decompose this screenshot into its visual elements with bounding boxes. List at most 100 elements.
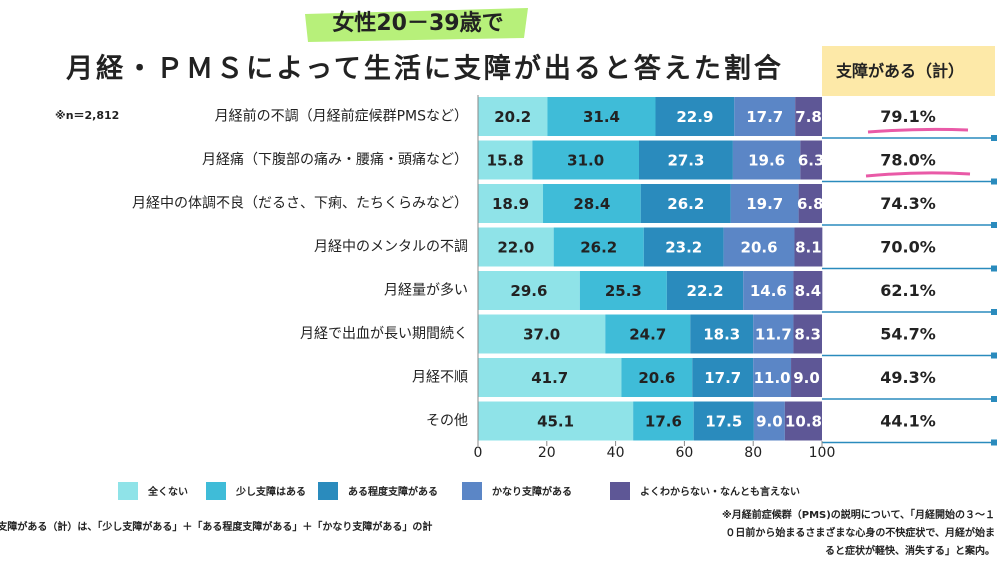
legend-label: ある程度支障がある xyxy=(348,485,438,498)
value-label: 6.3 xyxy=(798,152,825,170)
sample-note: ※n＝2,812 xyxy=(55,109,119,122)
bar-segment xyxy=(784,401,822,441)
row-separator-marker xyxy=(991,309,997,315)
bar-segment xyxy=(732,140,801,180)
value-label: 41.7 xyxy=(531,369,568,387)
value-label: 25.3 xyxy=(605,282,642,300)
total-label: 54.7% xyxy=(880,325,936,344)
bar-segment xyxy=(753,358,792,397)
legend-swatch xyxy=(462,482,482,500)
bar-segment xyxy=(547,97,656,136)
bar-segment xyxy=(734,97,796,136)
legend-label: よくわからない・なんとも言えない xyxy=(640,485,800,498)
highlight-underline xyxy=(867,127,969,134)
footnote-right: ると症状が軽快、消失する」と案内。 xyxy=(825,544,995,557)
bar-segment xyxy=(690,314,754,354)
value-label: 29.6 xyxy=(510,282,547,300)
value-label: 31.4 xyxy=(583,108,620,126)
bar-segment xyxy=(478,358,622,397)
value-label: 18.9 xyxy=(492,195,529,213)
value-label: 31.0 xyxy=(567,152,604,170)
highlight-underline xyxy=(865,171,971,178)
bar-segment xyxy=(800,140,822,180)
value-label: 19.7 xyxy=(746,195,783,213)
totals-header: 支障がある（計） xyxy=(835,62,964,81)
title-highlight xyxy=(305,8,528,42)
value-label: 28.4 xyxy=(573,195,610,213)
value-label: 11.0 xyxy=(754,369,791,387)
total-label: 79.1% xyxy=(880,107,936,126)
total-label: 74.3% xyxy=(880,194,936,213)
legend-swatch xyxy=(318,482,338,500)
bar-segment xyxy=(693,401,754,441)
bar-segment xyxy=(605,314,691,354)
value-label: 15.8 xyxy=(487,152,524,170)
bar-segment xyxy=(793,271,823,310)
category-label: 月経前の不調（月経前症候群PMSなど） xyxy=(215,108,468,125)
category-label: 月経中の体調不良（だるさ、下痢、たちくらみなど） xyxy=(132,196,468,212)
value-label: 8.1 xyxy=(795,239,822,257)
total-label: 44.1% xyxy=(880,412,936,431)
bar-segment xyxy=(478,184,544,223)
total-label: 70.0% xyxy=(880,238,936,257)
row-separator-marker xyxy=(991,135,997,141)
bar-segment xyxy=(791,358,822,397)
bar-segment xyxy=(579,271,667,310)
bar-segment xyxy=(478,401,634,441)
bar-segment xyxy=(643,227,724,267)
value-label: 11.7 xyxy=(755,326,792,344)
value-label: 20.6 xyxy=(638,369,675,387)
value-label: 45.1 xyxy=(537,413,574,431)
legend-label: 少し支障はある xyxy=(235,485,306,498)
bar-segment xyxy=(638,140,733,180)
bar-segment xyxy=(692,358,754,397)
bar-segment xyxy=(478,271,580,310)
bar-segment xyxy=(743,271,794,310)
title-line1: 女性20－39歳で xyxy=(332,10,503,36)
total-label: 62.1% xyxy=(880,281,936,300)
value-label: 6.8 xyxy=(797,195,824,213)
bar-segment xyxy=(543,184,641,223)
value-label: 17.6 xyxy=(645,413,682,431)
category-label: その他 xyxy=(426,413,468,429)
x-tick-label: 40 xyxy=(607,445,625,461)
footnote-left: ※支障がある（計）は、「少し支障がある」＋「ある程度支障がある」＋「かなり支障が… xyxy=(0,520,432,533)
bar-segment xyxy=(655,97,735,136)
footnote-right: ※月経前症候群（PMS)の説明について、「月経開始の３～１ xyxy=(722,508,995,521)
legend-swatch xyxy=(206,482,226,500)
x-tick-label: 0 xyxy=(474,445,483,461)
value-label: 14.6 xyxy=(750,282,787,300)
category-label: 月経量が多い xyxy=(384,282,468,299)
value-label: 17.7 xyxy=(746,108,783,126)
value-label: 22.9 xyxy=(676,108,713,126)
legend-swatch xyxy=(118,482,138,500)
bar-segment xyxy=(666,271,744,310)
value-label: 22.0 xyxy=(497,239,534,257)
bar-segment xyxy=(798,184,822,223)
row-separator-marker xyxy=(991,222,997,228)
bar-segment xyxy=(532,140,639,180)
row-separator-marker xyxy=(991,178,997,185)
value-label: 37.0 xyxy=(523,326,560,344)
category-label: 月経不順 xyxy=(412,370,468,386)
bar-segment xyxy=(621,358,693,397)
bar-segment xyxy=(723,227,795,267)
value-label: 20.6 xyxy=(741,239,778,257)
value-label: 9.0 xyxy=(793,369,820,387)
bar-segment xyxy=(478,227,554,267)
bar-segment xyxy=(633,401,694,441)
value-label: 20.2 xyxy=(494,108,531,126)
bar-segment xyxy=(753,314,794,354)
value-label: 19.6 xyxy=(748,152,785,170)
bar-segment xyxy=(478,140,533,180)
value-label: 18.3 xyxy=(703,326,740,344)
total-label: 49.3% xyxy=(880,368,936,387)
value-label: 24.7 xyxy=(629,326,666,344)
bar-segment xyxy=(478,314,606,354)
totals-header-box xyxy=(822,46,995,96)
legend-label: 全くない xyxy=(147,485,188,498)
value-label: 26.2 xyxy=(580,239,617,257)
row-separator-marker xyxy=(991,396,997,402)
bar-segment xyxy=(730,184,799,223)
